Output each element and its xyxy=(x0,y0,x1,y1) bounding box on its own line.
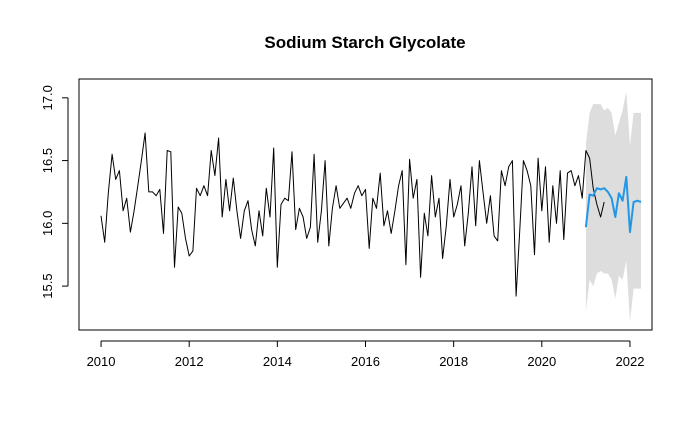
forecast-series-line xyxy=(584,175,642,234)
y-tick-label: 16.0 xyxy=(40,211,55,236)
y-tick-label: 15.5 xyxy=(40,273,55,298)
x-axis: 2010 2012 2014 2016 2018 2020 2022 xyxy=(87,340,645,369)
x-tick-label: 2010 xyxy=(87,354,116,369)
x-tick-label: 2022 xyxy=(616,354,645,369)
x-tick-label: 2016 xyxy=(351,354,380,369)
y-axis: 15.5 16.0 16.5 17.0 xyxy=(40,85,69,299)
plot-frame xyxy=(78,78,653,331)
y-tick-label: 16.5 xyxy=(40,148,55,173)
x-tick-label: 2020 xyxy=(527,354,556,369)
chart-title: Sodium Starch Glycolate xyxy=(264,33,465,52)
x-tick-label: 2014 xyxy=(263,354,292,369)
history-series-line xyxy=(100,132,605,297)
x-tick-label: 2012 xyxy=(175,354,204,369)
plot-layer xyxy=(100,91,642,322)
x-tick-label: 2018 xyxy=(439,354,468,369)
y-tick-label: 17.0 xyxy=(40,85,55,110)
